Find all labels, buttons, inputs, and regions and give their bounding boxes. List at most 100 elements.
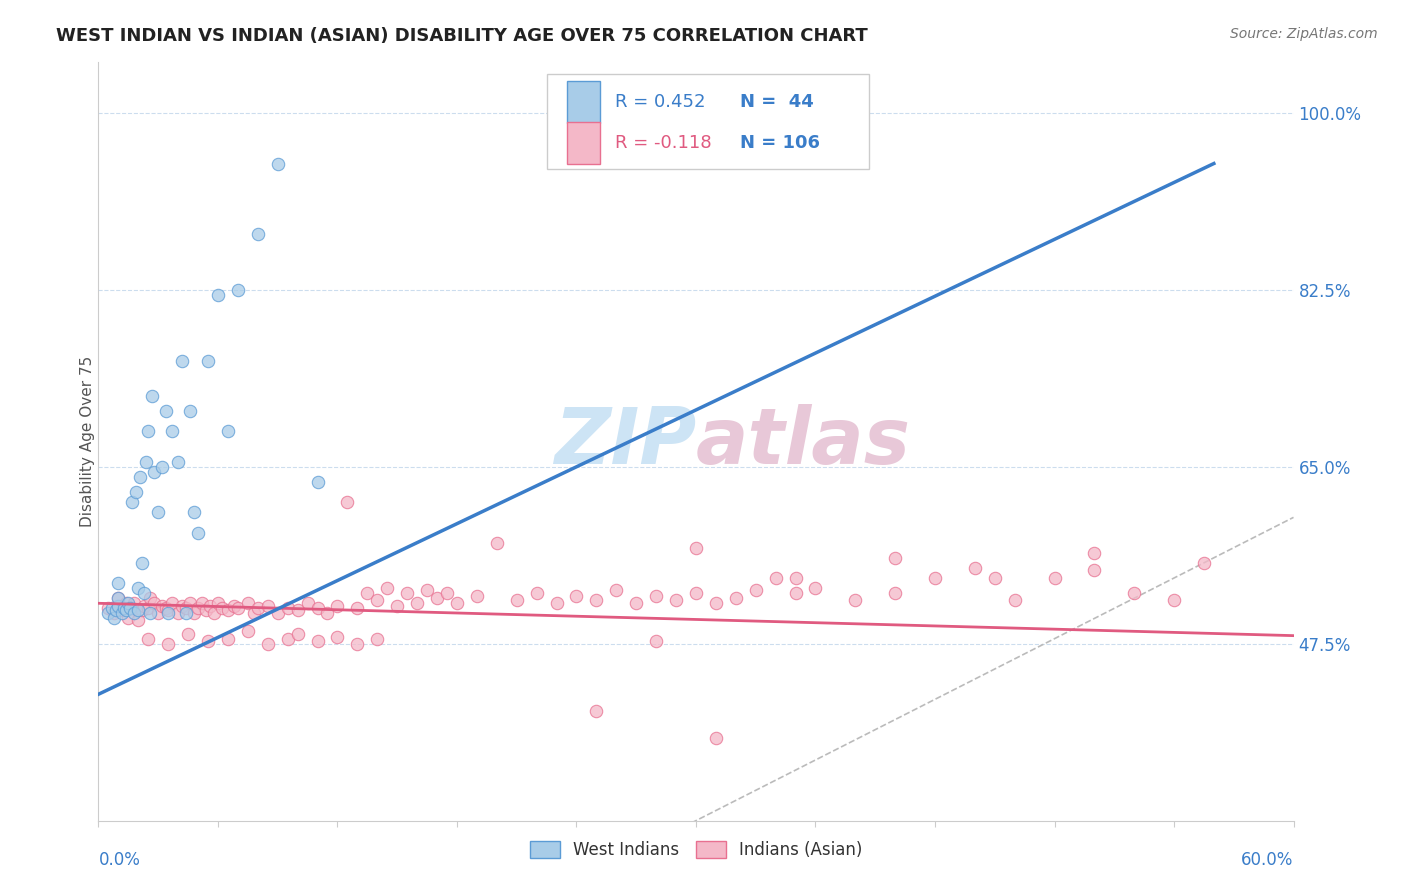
Point [1043,571,1066,585]
Point [277,601,299,615]
Point [124,596,146,610]
Point [124,607,146,621]
Point [924,571,946,585]
Point [346,637,368,651]
Point [1192,556,1215,570]
Point [117,611,139,625]
Point [626,596,648,610]
Point [366,632,388,646]
Point [217,632,239,646]
Text: 0.0%: 0.0% [98,851,141,869]
Point [121,495,143,509]
Point [191,596,214,610]
Point [277,632,299,646]
Point [136,632,159,646]
Point [150,459,173,474]
Point [745,583,768,598]
Point [307,633,329,648]
Point [187,525,209,540]
FancyBboxPatch shape [547,74,869,169]
Point [107,591,129,606]
Point [134,586,156,600]
Point [665,593,688,607]
Point [131,556,153,570]
Point [105,603,128,617]
Text: 60.0%: 60.0% [1241,851,1294,869]
Point [125,485,148,500]
Point [97,601,120,615]
Text: Source: ZipAtlas.com: Source: ZipAtlas.com [1230,27,1378,41]
Point [984,571,1007,585]
Point [645,633,668,648]
Point [326,630,349,644]
Point [197,633,219,648]
Point [120,601,142,615]
Text: WEST INDIAN VS INDIAN (ASIAN) DISABILITY AGE OVER 75 CORRELATION CHART: WEST INDIAN VS INDIAN (ASIAN) DISABILITY… [56,27,868,45]
Point [157,637,180,651]
Point [465,589,488,603]
Point [1123,586,1146,600]
Point [139,591,162,606]
Y-axis label: Disability Age Over 75: Disability Age Over 75 [80,356,94,527]
Point [160,425,183,439]
Point [1083,563,1105,577]
Point [307,601,329,615]
Point [485,535,508,549]
Point [207,288,229,302]
Point [97,607,120,621]
Text: R = -0.118: R = -0.118 [614,134,711,152]
Point [605,583,627,598]
Point [297,596,319,610]
Point [256,599,278,614]
Point [167,455,190,469]
Point [134,599,156,614]
Point [127,581,149,595]
Point [111,603,134,617]
Point [704,731,727,745]
Point [183,607,205,621]
Point [117,596,139,610]
Point [172,353,194,368]
Point [406,596,429,610]
Point [785,586,807,600]
Bar [567,122,600,164]
Point [287,626,309,640]
Point [222,599,245,614]
Point [131,603,153,617]
Text: N = 106: N = 106 [740,134,820,152]
Bar [567,81,600,123]
Point [396,586,419,600]
Point [150,599,173,614]
Point [160,596,183,610]
Point [416,583,439,598]
Text: atlas: atlas [696,403,911,480]
Point [148,607,170,621]
Point [346,601,368,615]
Point [226,283,249,297]
Text: R = 0.452: R = 0.452 [614,93,706,111]
Point [174,601,197,615]
Point [546,596,568,610]
Text: ZIP: ZIP [554,403,696,480]
Point [366,593,388,607]
Point [375,581,398,595]
Point [103,607,125,621]
Point [157,607,180,621]
Point [704,596,727,610]
Point [155,404,177,418]
Point [129,470,152,484]
Point [141,389,163,403]
Point [198,599,221,614]
Point [785,571,807,585]
Point [115,603,138,617]
Point [236,624,259,638]
Point [765,571,787,585]
Point [724,591,747,606]
Point [187,601,209,615]
Point [446,596,468,610]
Point [226,601,249,615]
Point [202,607,225,621]
Point [179,404,201,418]
Point [217,603,239,617]
Point [174,607,197,621]
